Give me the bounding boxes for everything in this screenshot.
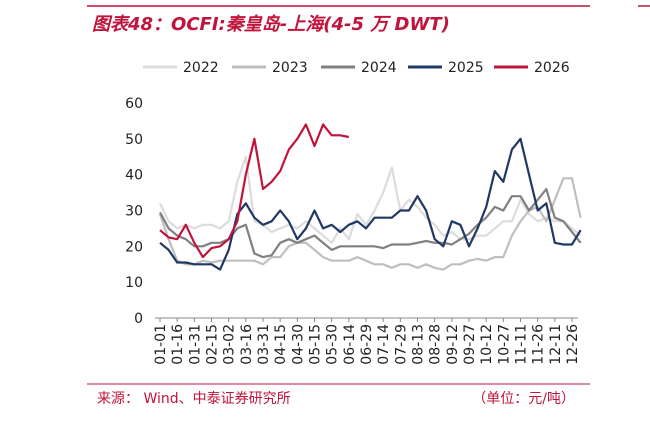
x-tick-label: 08-13 [411, 324, 427, 365]
x-tick-label: 12-11 [548, 324, 564, 365]
x-tick-label: 10-12 [479, 324, 495, 365]
x-tick-label: 05-30 [325, 324, 341, 365]
x-tick-label: 06-29 [359, 324, 375, 365]
chart-title: 图表48：OCFI:秦皇岛-上海(4-5 万 DWT) [92, 14, 450, 35]
x-tick-label: 09-27 [462, 324, 478, 365]
series-line [159, 137, 582, 271]
x-tick-label: 03-16 [239, 324, 255, 365]
x-tick-label: 08-28 [428, 324, 444, 365]
x-tick-label: 01-31 [187, 324, 203, 365]
x-tick-label: 04-30 [290, 324, 306, 365]
series-line [159, 123, 350, 259]
unit-note: （单位：元/吨） [472, 391, 575, 407]
x-tick-label: 07-29 [393, 324, 409, 365]
x-tick-label: 11-26 [531, 324, 547, 365]
x-tick-label: 12-26 [565, 324, 581, 365]
x-tick-label: 01-01 [153, 324, 169, 365]
x-tick-label: 06-14 [342, 324, 358, 365]
y-tick-label: 50 [125, 132, 143, 148]
legend-label: 2023 [272, 60, 308, 76]
x-tick-label: 03-02 [222, 324, 238, 365]
x-tick-label: 01-16 [170, 324, 186, 365]
legend-label: 2024 [361, 60, 397, 76]
x-tick-label: 02-15 [205, 324, 221, 365]
series-line [159, 155, 582, 244]
y-tick-label: 10 [125, 275, 143, 291]
y-tick-label: 20 [125, 239, 143, 255]
source: 来源： Wind、中泰证券研究所 [97, 391, 291, 407]
y-tick-label: 40 [125, 168, 143, 184]
x-tick-label: 10-27 [496, 324, 512, 365]
x-tick-label: 03-31 [256, 324, 272, 365]
y-tick-label: 60 [125, 96, 143, 112]
legend-label: 2026 [534, 60, 570, 76]
x-tick-label: 04-15 [273, 324, 289, 365]
x-tick-label: 05-15 [308, 324, 324, 365]
y-tick-label: 30 [125, 204, 143, 220]
x-tick-label: 07-14 [376, 324, 392, 365]
series-line [158, 177, 582, 271]
legend-label: 2025 [448, 60, 484, 76]
y-tick-label: 0 [134, 311, 143, 327]
x-tick-label: 11-11 [514, 324, 530, 365]
x-tick-label: 09-12 [445, 324, 461, 365]
legend-label: 2022 [183, 60, 219, 76]
